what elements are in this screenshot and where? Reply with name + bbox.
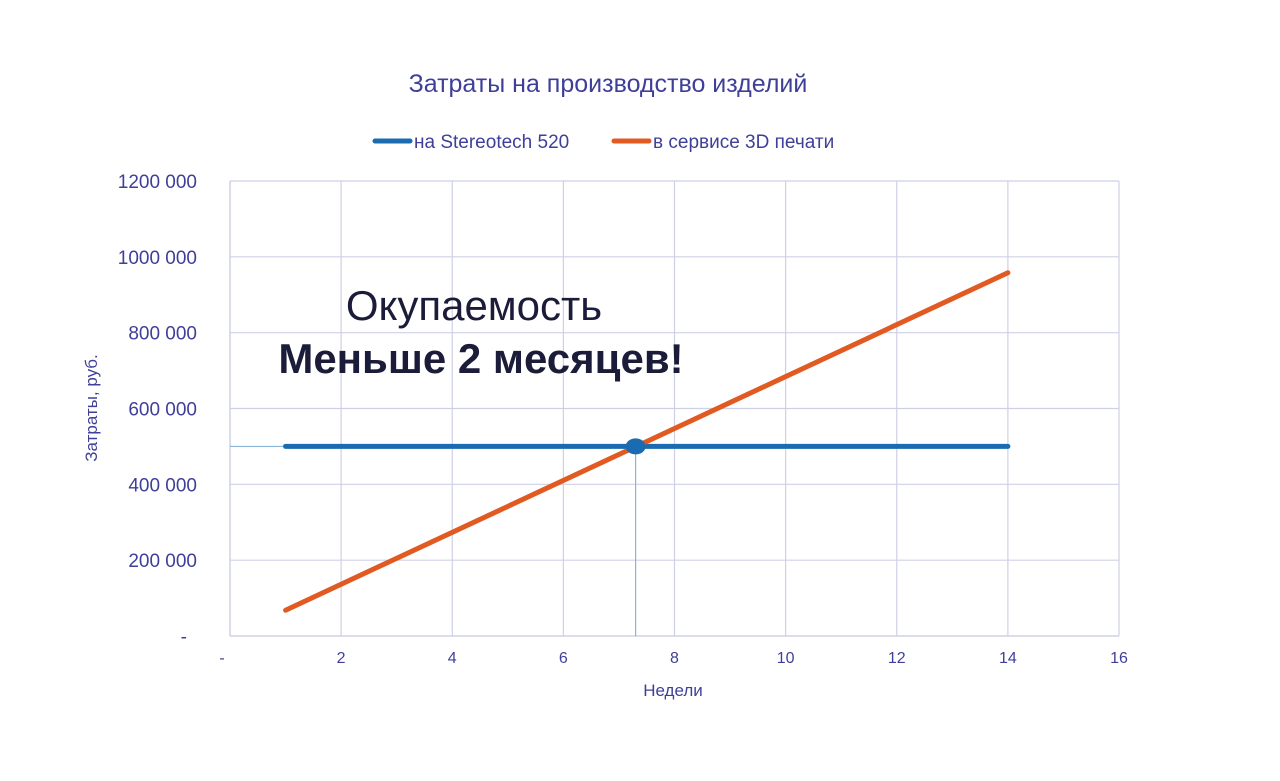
y-tick-label: 1000 000 bbox=[118, 248, 197, 269]
y-tick-label: 1200 000 bbox=[118, 172, 197, 193]
y-axis-label: Затраты, руб. bbox=[82, 354, 101, 462]
x-tick-label: 12 bbox=[888, 650, 906, 667]
y-tick-label: 200 000 bbox=[128, 551, 197, 572]
legend-label-stereotech: на Stereotech 520 bbox=[414, 132, 569, 153]
y-tick-label: - bbox=[181, 627, 187, 648]
x-tick-label: 6 bbox=[559, 650, 568, 667]
y-tick-label: 400 000 bbox=[128, 475, 197, 496]
x-tick-label: 10 bbox=[777, 650, 795, 667]
y-tick-label: 600 000 bbox=[128, 400, 197, 421]
series-layer bbox=[230, 270, 1011, 636]
annotation-months: Меньше 2 месяцев! bbox=[278, 335, 683, 382]
x-axis: - 2 4 6 8 10 12 14 16 bbox=[219, 650, 1128, 667]
x-tick-label: 4 bbox=[448, 650, 457, 667]
x-tick-label: 8 bbox=[670, 650, 679, 667]
y-tick-label: 800 000 bbox=[128, 324, 197, 345]
x-tick-label: 14 bbox=[999, 650, 1017, 667]
legend-label-service: в сервисе 3D печати bbox=[653, 132, 834, 153]
annotation-payback: Окупаемость bbox=[346, 282, 602, 329]
chart-title: Затраты на производство изделий bbox=[409, 70, 808, 98]
legend: на Stereotech 520 в сервисе 3D печати bbox=[372, 132, 834, 153]
grid bbox=[229, 180, 1120, 637]
x-axis-label: Недели bbox=[643, 681, 703, 700]
series-line-service bbox=[283, 270, 1011, 613]
x-tick-label: 2 bbox=[337, 650, 346, 667]
y-axis: - 200 000 400 000 600 000 800 000 1000 000 120… bbox=[118, 172, 197, 648]
intersection-point bbox=[625, 438, 646, 455]
x-tick-label: - bbox=[219, 650, 224, 667]
x-tick-label: 16 bbox=[1110, 650, 1128, 667]
